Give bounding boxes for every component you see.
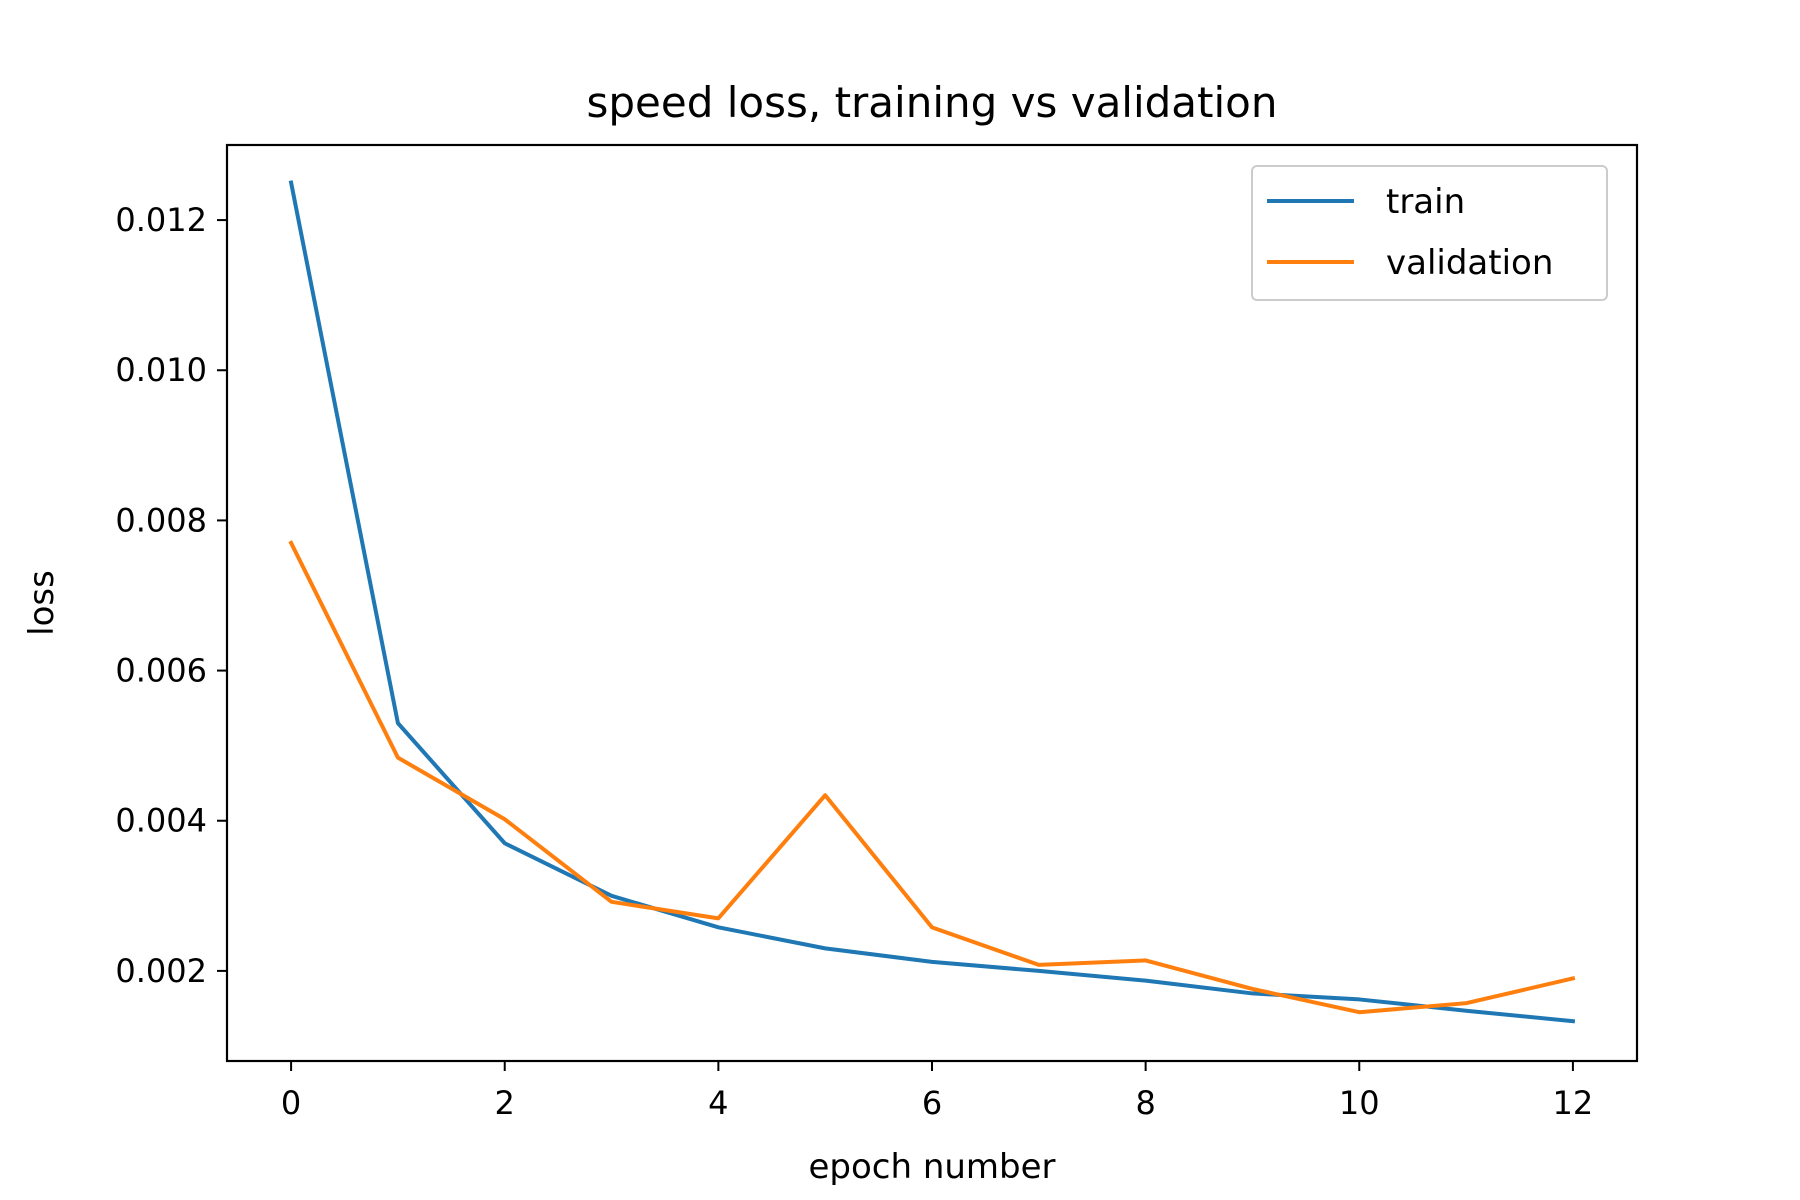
legend: train validation [1251,165,1608,301]
y-tick-label: 0.004 [115,802,207,840]
x-axis: 0 2 4 6 8 10 12 [281,1061,1593,1122]
legend-label-train: train [1386,182,1465,222]
x-tick-label: 6 [922,1084,942,1122]
x-tick-label: 4 [708,1084,728,1122]
legend-label-validation: validation [1386,243,1553,283]
y-tick-label: 0.006 [115,652,207,690]
x-tick-label: 12 [1553,1084,1594,1122]
y-tick-label: 0.012 [115,201,207,239]
y-tick-label: 0.008 [115,501,207,539]
y-axis-label: loss [22,570,62,636]
x-axis-label: epoch number [808,1147,1055,1187]
chart-title: speed loss, training vs validation [587,78,1278,127]
x-tick-label: 0 [281,1084,301,1122]
y-axis: 0.002 0.004 0.006 0.008 0.010 0.012 [115,201,227,990]
y-tick-label: 0.002 [115,952,207,990]
plot-area [288,180,1576,1024]
x-tick-label: 8 [1135,1084,1155,1122]
series-line-validation [288,540,1576,1015]
x-tick-label: 10 [1339,1084,1380,1122]
y-tick-label: 0.010 [115,351,207,389]
x-tick-label: 2 [495,1084,515,1122]
series-line-train [288,180,1576,1024]
